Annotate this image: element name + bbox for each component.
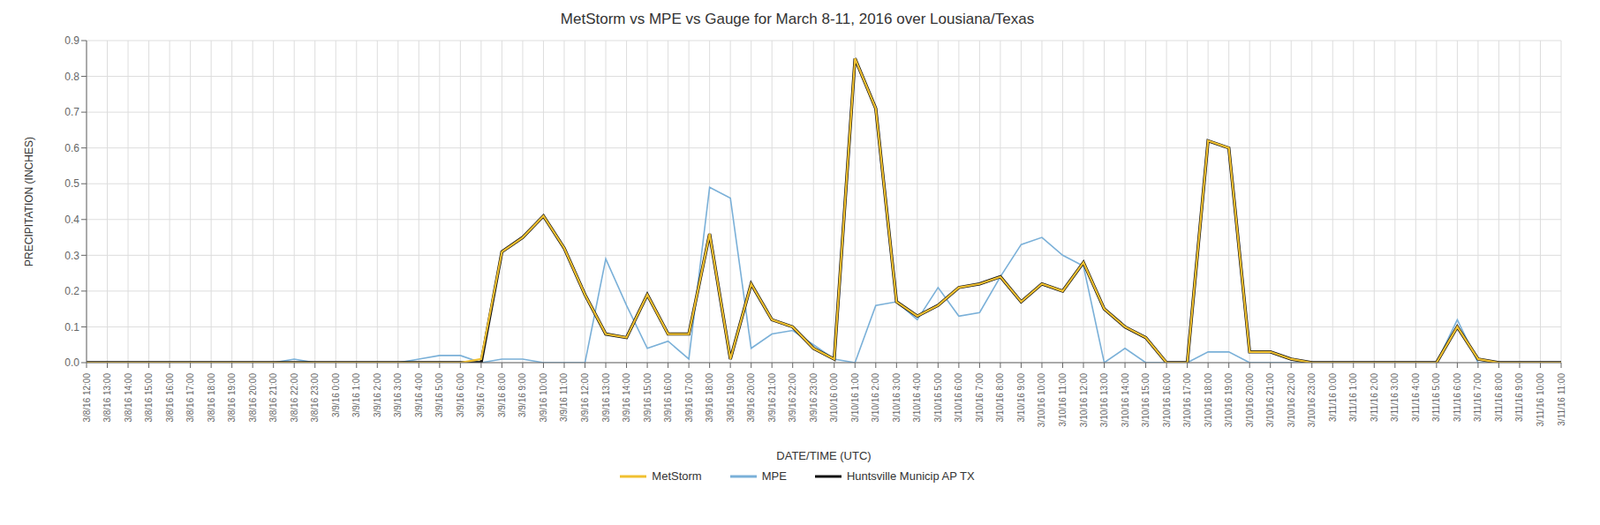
svg-text:3/9/16 12:00: 3/9/16 12:00 [580,373,590,423]
svg-text:3/10/16 4:00: 3/10/16 4:00 [912,373,922,423]
svg-text:3/9/16 2:00: 3/9/16 2:00 [372,373,383,418]
svg-text:0.7: 0.7 [64,105,80,119]
svg-text:3/10/16 9:00: 3/10/16 9:00 [1016,373,1027,423]
svg-text:0.0: 0.0 [64,356,80,370]
svg-text:3/9/16 22:00: 3/9/16 22:00 [787,373,798,423]
svg-text:3/9/16 13:00: 3/9/16 13:00 [601,373,612,423]
svg-text:3/9/16 7:00: 3/9/16 7:00 [475,373,486,418]
svg-text:3/10/16 20:00: 3/10/16 20:00 [1245,373,1255,429]
svg-text:3/11/16 4:00: 3/11/16 4:00 [1411,373,1421,423]
svg-text:3/9/16 14:00: 3/9/16 14:00 [621,373,632,423]
svg-text:3/10/16 19:00: 3/10/16 19:00 [1223,373,1234,429]
svg-text:PRECIPITATION (INCHES): PRECIPITATION (INCHES) [22,136,36,267]
svg-text:0.1: 0.1 [64,321,80,334]
svg-text:3/10/16 14:00: 3/10/16 14:00 [1120,373,1131,429]
svg-text:3/11/16 11:00: 3/11/16 11:00 [1556,373,1567,427]
svg-text:3/10/16 11:00: 3/10/16 11:00 [1057,373,1068,428]
svg-text:3/9/16 6:00: 3/9/16 6:00 [455,373,466,418]
svg-text:3/9/16 0:00: 3/9/16 0:00 [331,373,341,418]
svg-text:3/9/16 20:00: 3/9/16 20:00 [746,373,756,423]
svg-text:3/8/16 13:00: 3/8/16 13:00 [102,373,113,423]
svg-text:3/11/16 10:00: 3/11/16 10:00 [1535,373,1546,428]
svg-text:3/9/16 3:00: 3/9/16 3:00 [392,373,403,418]
svg-text:3/10/16 17:00: 3/10/16 17:00 [1182,373,1193,429]
svg-text:3/10/16 21:00: 3/10/16 21:00 [1265,373,1276,429]
svg-text:3/9/16 17:00: 3/9/16 17:00 [684,373,695,423]
svg-text:3/8/16 12:00: 3/8/16 12:00 [82,373,92,423]
svg-text:0.5: 0.5 [64,177,80,190]
svg-text:3/11/16 2:00: 3/11/16 2:00 [1369,373,1380,423]
svg-text:3/10/16 12:00: 3/10/16 12:00 [1079,373,1089,429]
svg-text:0.3: 0.3 [64,249,80,263]
html-text:MetStorm vs MPE vs Gauge for M: MetStorm vs MPE vs Gauge for March 8-11,… [560,10,1035,28]
svg-text:0.6: 0.6 [64,142,80,155]
svg-text:3/8/16 20:00: 3/8/16 20:00 [248,373,258,423]
svg-text:3/8/16 14:00: 3/8/16 14:00 [123,373,134,423]
svg-text:3/9/16 15:00: 3/9/16 15:00 [642,373,653,423]
svg-text:3/11/16 6:00: 3/11/16 6:00 [1452,373,1463,423]
svg-text:3/10/16 10:00: 3/10/16 10:00 [1036,373,1047,429]
svg-text:3/10/16 3:00: 3/10/16 3:00 [891,373,902,423]
svg-text:3/8/16 18:00: 3/8/16 18:00 [206,373,217,423]
svg-text:3/11/16 5:00: 3/11/16 5:00 [1431,373,1442,423]
svg-text:3/11/16 3:00: 3/11/16 3:00 [1389,373,1400,423]
svg-text:3/9/16 16:00: 3/9/16 16:00 [663,373,673,423]
html-text:Huntsville Municip AP TX: Huntsville Municip AP TX [846,469,975,484]
html-text:MPE: MPE [761,469,787,484]
svg-text:3/10/16 0:00: 3/10/16 0:00 [829,373,839,423]
html-text:MetStorm: MetStorm [652,469,702,484]
svg-text:3/8/16 22:00: 3/8/16 22:00 [289,373,300,423]
svg-text:0.4: 0.4 [64,213,80,227]
svg-text:3/10/16 8:00: 3/10/16 8:00 [995,373,1005,423]
svg-text:3/8/16 16:00: 3/8/16 16:00 [165,373,175,423]
svg-text:3/10/16 22:00: 3/10/16 22:00 [1286,373,1297,429]
svg-text:3/9/16 23:00: 3/9/16 23:00 [808,373,819,423]
svg-text:3/8/16 19:00: 3/8/16 19:00 [226,373,237,423]
svg-text:0.8: 0.8 [64,70,80,84]
svg-text:3/9/16 18:00: 3/9/16 18:00 [704,373,715,423]
svg-text:3/10/16 6:00: 3/10/16 6:00 [953,373,964,423]
svg-text:3/11/16 8:00: 3/11/16 8:00 [1494,373,1504,423]
svg-text:3/10/16 5:00: 3/10/16 5:00 [933,373,944,423]
svg-text:3/9/16 5:00: 3/9/16 5:00 [434,373,445,418]
svg-text:3/8/16 17:00: 3/8/16 17:00 [185,373,196,423]
svg-text:3/9/16 21:00: 3/9/16 21:00 [767,373,778,423]
svg-text:3/9/16 1:00: 3/9/16 1:00 [351,373,362,418]
svg-text:3/9/16 4:00: 3/9/16 4:00 [414,373,424,418]
svg-text:3/11/16 1:00: 3/11/16 1:00 [1348,373,1359,423]
svg-text:3/10/16 23:00: 3/10/16 23:00 [1306,373,1317,429]
svg-text:3/10/16 7:00: 3/10/16 7:00 [974,373,985,423]
svg-text:3/11/16 0:00: 3/11/16 0:00 [1328,373,1338,423]
svg-text:3/9/16 10:00: 3/9/16 10:00 [538,373,549,423]
svg-text:3/10/16 1:00: 3/10/16 1:00 [850,373,861,423]
svg-text:3/11/16 9:00: 3/11/16 9:00 [1514,373,1525,423]
svg-text:3/10/16 2:00: 3/10/16 2:00 [870,373,881,423]
svg-text:3/8/16 21:00: 3/8/16 21:00 [268,373,279,423]
svg-text:DATE/TIME (UTC): DATE/TIME (UTC) [776,449,871,463]
svg-text:3/10/16 18:00: 3/10/16 18:00 [1203,373,1214,429]
svg-text:0.9: 0.9 [64,34,80,47]
svg-text:3/9/16 11:00: 3/9/16 11:00 [558,373,569,423]
svg-text:3/8/16 23:00: 3/8/16 23:00 [309,373,320,423]
svg-text:3/9/16 19:00: 3/9/16 19:00 [725,373,736,423]
svg-text:3/9/16 9:00: 3/9/16 9:00 [517,373,528,418]
svg-text:3/11/16 7:00: 3/11/16 7:00 [1472,373,1483,423]
svg-text:3/9/16 8:00: 3/9/16 8:00 [497,373,507,418]
svg-text:3/8/16 15:00: 3/8/16 15:00 [143,373,154,423]
svg-text:3/10/16 13:00: 3/10/16 13:00 [1099,373,1110,429]
svg-text:3/10/16 16:00: 3/10/16 16:00 [1162,373,1172,429]
svg-text:3/10/16 15:00: 3/10/16 15:00 [1140,373,1151,429]
svg-text:0.2: 0.2 [64,285,80,298]
